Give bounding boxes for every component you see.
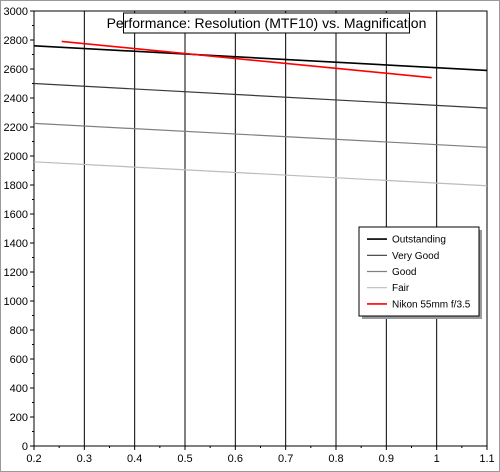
y-tick-label: 2600 xyxy=(4,64,28,76)
title-layer: Performance: Resolution (MTF10) vs. Magn… xyxy=(107,12,427,34)
x-tick-label: 0.3 xyxy=(77,453,92,465)
x-tick-label: 0.6 xyxy=(228,453,243,465)
y-tick-label: 0 xyxy=(22,441,28,453)
y-tick-label: 2000 xyxy=(4,151,28,163)
title-box xyxy=(123,12,410,34)
series-line-outstanding xyxy=(33,45,488,72)
x-tick-label: 0.7 xyxy=(278,453,293,465)
legend-label: Very Good xyxy=(392,251,439,262)
chart-title: Performance: Resolution (MTF10) vs. Magn… xyxy=(107,15,427,31)
y-tick-label: 1200 xyxy=(4,267,28,279)
y-tick-label: 1800 xyxy=(4,180,28,192)
series-line-good xyxy=(33,122,488,148)
series-line-nikon-55mm-f-3-5 xyxy=(61,40,432,79)
series-line-fair xyxy=(33,161,488,187)
axes-layer: 0 200 400 600 800 1000 1200 1400 1600 1800 2000 220… xyxy=(4,6,495,465)
y-tick-label: 600 xyxy=(10,354,28,366)
y-tick-label: 2800 xyxy=(4,35,28,47)
x-tick-label: 0.8 xyxy=(328,453,343,465)
y-tick-label: 2200 xyxy=(4,122,28,134)
series-layer xyxy=(33,40,488,187)
y-tick-label: 1400 xyxy=(4,238,28,250)
y-tick-label: 3000 xyxy=(4,6,28,18)
x-tick-label: 0.5 xyxy=(177,453,192,465)
x-tick-label: 1.1 xyxy=(479,453,494,465)
x-tick-label: 0.9 xyxy=(379,453,394,465)
x-tick-label: 0.4 xyxy=(127,453,142,465)
y-tick-label: 200 xyxy=(10,412,28,424)
y-tick-label: 2400 xyxy=(4,93,28,105)
y-tick-label: 800 xyxy=(10,325,28,337)
legend-label: Nikon 55mm f/3.5 xyxy=(392,299,471,310)
x-tick-label: 1 xyxy=(434,453,440,465)
legend-label: Fair xyxy=(392,283,410,294)
y-tick-label: 1000 xyxy=(4,296,28,308)
y-tick-label: 1600 xyxy=(4,209,28,221)
legend-label: Good xyxy=(392,267,416,278)
legend-label: Outstanding xyxy=(392,235,446,246)
x-tick-label: 0.2 xyxy=(26,453,41,465)
series-line-very-good xyxy=(33,82,488,109)
legend: Outstanding Very Good Good Fair Nikon 55mm f… xyxy=(358,226,482,319)
y-tick-label: 400 xyxy=(10,383,28,395)
